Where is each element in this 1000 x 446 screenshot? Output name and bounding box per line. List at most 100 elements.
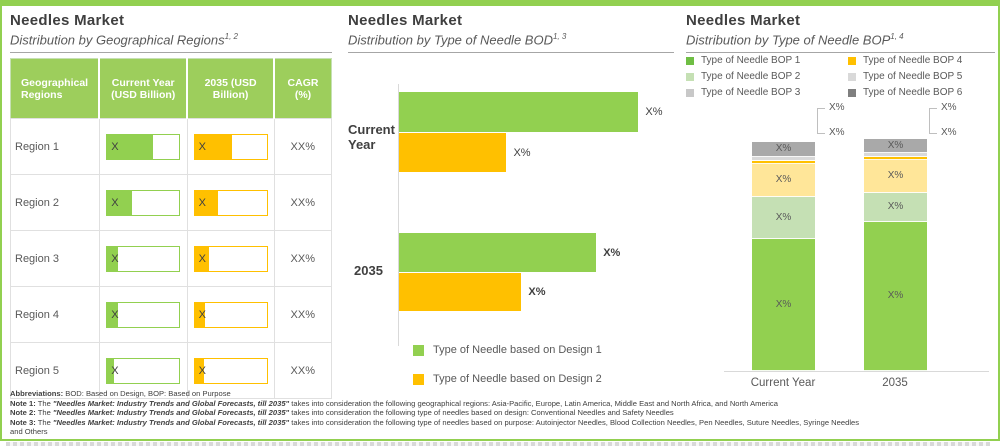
table-row: Region 1 X X XX% <box>10 118 333 176</box>
bar-current-year-design2: X% <box>399 133 531 172</box>
panel-title: Needles Market <box>686 12 801 29</box>
cagr-value: XX% <box>273 118 333 176</box>
report-title: "Needles Market: Industry Trends and Glo… <box>52 398 290 408</box>
cagr-value: XX% <box>273 174 333 232</box>
panel-type-of-needle-bop: Needles Market Distribution by Type of N… <box>686 12 995 389</box>
callout-line <box>929 108 930 133</box>
note-1: Note 1: The "Needles Market: Industry Tr… <box>10 398 778 408</box>
segment-label: X% <box>775 211 792 223</box>
segment-label: X% <box>775 298 792 310</box>
note-3: Note 3: The "Needles Market: Industry Tr… <box>10 417 860 427</box>
legend-label: Type of Needle BOP 4 <box>863 55 963 66</box>
segment-bop1: X% <box>752 238 815 371</box>
footnote-refs: 1, 2 <box>224 32 238 41</box>
bar-value: X <box>198 364 206 377</box>
segment-label: X% <box>775 174 792 186</box>
col-header-2035: 2035 (USD Billion) <box>186 58 275 119</box>
cagr-value: XX% <box>273 342 333 400</box>
legend-label: Type of Needle BOP 3 <box>701 87 801 98</box>
region-label: Region 4 <box>10 286 100 344</box>
x-axis-label-current-year: Current Year <box>750 377 816 389</box>
segment-bop6: X% <box>864 139 927 153</box>
segment-label: X% <box>887 201 904 213</box>
cagr-value: XX% <box>273 286 333 344</box>
subtitle-text: Distribution by Geographical Regions <box>10 32 225 48</box>
data-label: X% <box>528 286 546 298</box>
panel-subtitle: Distribution by Type of Needle BOD1, 3 <box>348 29 674 54</box>
bar-fill <box>107 190 133 215</box>
subtitle-text: Distribution by Type of Needle BOP <box>686 32 891 48</box>
data-label: X% <box>645 106 663 118</box>
region-label: Region 3 <box>10 230 100 288</box>
x-axis-label-2035: 2035 <box>882 377 908 389</box>
callout-tick <box>929 133 937 134</box>
legend-label: Type of Needle BOP 2 <box>701 71 801 82</box>
bar-fill <box>194 134 233 159</box>
legend-item-bop2: Type of Needle BOP 2 <box>686 71 800 82</box>
report-title: "Needles Market: Industry Trends and Glo… <box>52 417 290 427</box>
current-year-bar: X <box>106 357 181 384</box>
legend-label: Type of Needle based on Design 2 <box>433 373 602 385</box>
segment-label: X% <box>775 143 792 155</box>
segment-bop5 <box>864 152 927 157</box>
table-row: Region 4 X X XX% <box>10 286 333 344</box>
legend-label: Type of Needle BOP 6 <box>863 87 963 98</box>
footnotes: Abbreviations: BOD: Based on Design, BOP… <box>10 389 992 437</box>
current-year-bar: X <box>106 245 181 272</box>
bar-fill <box>194 358 204 383</box>
table-header-row: Geographical Regions Current Year (USD B… <box>10 58 332 119</box>
data-label: X% <box>513 146 531 159</box>
bar-2035-design1: X% <box>399 233 620 272</box>
note-2: Note 2: The "Needles Market: Industry Tr… <box>10 408 674 418</box>
bar-value: X <box>111 308 119 321</box>
cagr-value: XX% <box>273 230 333 288</box>
bar-current-year-design1: X% <box>399 92 662 132</box>
col-header-cagr: CAGR (%) <box>273 58 332 119</box>
segment-bop4 <box>864 156 927 160</box>
footnote-refs: 1, 3 <box>552 32 567 41</box>
legend-item-bop3: Type of Needle BOP 3 <box>686 87 800 98</box>
col-header-current-year: Current Year (USD Billion) <box>98 58 188 119</box>
segment-bop3: X% <box>864 159 927 193</box>
callout-tick <box>817 108 825 109</box>
legend-item-bop4: Type of Needle BOP 4 <box>848 55 962 66</box>
panel-subtitle: Distribution by Geographical Regions1, 2 <box>10 29 332 54</box>
callout-label-bop5: X% <box>941 102 957 113</box>
bar-value: X <box>198 140 206 153</box>
panel-subtitle: Distribution by Type of Needle BOP1, 4 <box>686 29 995 54</box>
bar-value: X <box>198 252 206 265</box>
col-header-regions: Geographical Regions <box>10 58 100 119</box>
legend-item-design1: Type of Needle based on Design 1 <box>413 344 602 356</box>
bar-value: X <box>111 364 119 377</box>
region-label: Region 5 <box>10 342 100 400</box>
callout-line <box>817 108 818 133</box>
callout-tick <box>817 133 825 134</box>
callout-label-bop5: X% <box>829 102 845 113</box>
segment-label: X% <box>887 139 904 151</box>
legend-label: Type of Needle based on Design 1 <box>433 344 602 356</box>
region-label: Region 1 <box>10 118 100 176</box>
bar-2035: X <box>193 245 268 272</box>
legend-label: Type of Needle BOP 5 <box>863 71 963 82</box>
category-label-2035: 2035 <box>354 263 383 278</box>
data-label: X% <box>603 246 621 259</box>
stacked-bar-current-year: X% X% X% X% <box>752 142 815 371</box>
x-axis-line <box>724 371 989 372</box>
region-label: Region 2 <box>10 174 100 232</box>
report-title: "Needles Market: Industry Trends and Glo… <box>52 408 290 418</box>
bar-fill <box>194 302 206 327</box>
segment-label: X% <box>887 170 904 182</box>
y-axis-line <box>398 84 399 346</box>
legend-swatch <box>848 56 856 65</box>
table-row: Region 3 X X XX% <box>10 230 333 288</box>
bar-value: X <box>111 196 119 209</box>
legend-label: Type of Needle BOP 1 <box>701 55 801 66</box>
segment-label: X% <box>887 290 904 302</box>
bar-2035: X <box>193 357 268 384</box>
bar-fill <box>107 134 153 159</box>
note-3-tail: and Others <box>10 427 48 437</box>
legend-item-bop6: Type of Needle BOP 6 <box>848 87 962 98</box>
regions-table: Geographical Regions Current Year (USD B… <box>10 58 333 400</box>
